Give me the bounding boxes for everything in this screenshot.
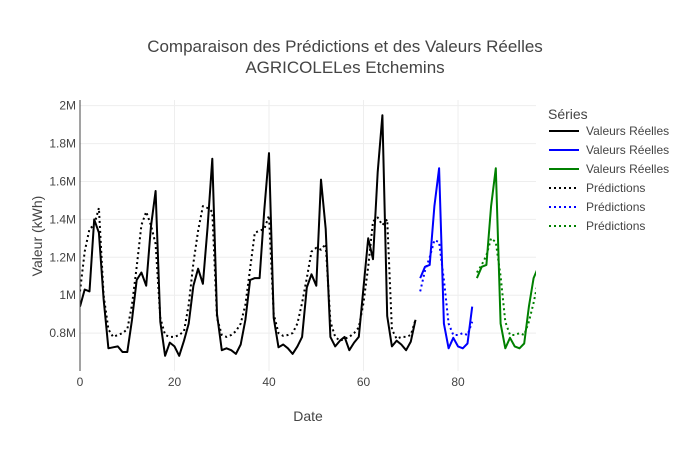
prediction-line-5 xyxy=(476,237,536,336)
legend-item[interactable]: Prédictions xyxy=(549,200,645,214)
legend-item[interactable]: Prédictions xyxy=(549,181,645,195)
legend-item[interactable]: Valeurs Réelles xyxy=(549,143,669,157)
legend-label: Valeurs Réelles xyxy=(586,162,669,176)
x-tick-label: 20 xyxy=(168,375,182,389)
legend-label: Valeurs Réelles xyxy=(586,124,669,138)
legend-item[interactable]: Prédictions xyxy=(549,219,645,233)
y-axis-title: Valeur (kWh) xyxy=(29,196,45,277)
legend-label: Prédictions xyxy=(586,181,645,195)
legend-title: Séries xyxy=(548,106,588,122)
prediction-line-3 xyxy=(80,205,417,342)
y-tick-label: 0.8M xyxy=(49,326,76,340)
chart-title-line-1: Comparaison des Prédictions et des Valeu… xyxy=(147,37,543,56)
prediction-line-4 xyxy=(419,239,474,336)
y-tick-label: 2M xyxy=(59,99,76,113)
legend-label: Prédictions xyxy=(586,219,645,233)
x-axis-ticks: 0 20 40 60 80 xyxy=(77,375,465,389)
y-tick-label: 1.6M xyxy=(49,174,76,188)
legend-item[interactable]: Valeurs Réelles xyxy=(549,124,669,138)
chart-title-line-2: AGRICOLELes Etchemins xyxy=(245,58,444,77)
gridlines xyxy=(80,100,536,371)
plot-series xyxy=(80,114,536,357)
actual-line-0 xyxy=(80,114,417,357)
x-tick-label: 60 xyxy=(357,375,371,389)
legend-items[interactable]: Valeurs Réelles Valeurs Réelles Valeurs Ré… xyxy=(549,124,669,233)
y-tick-label: 1.2M xyxy=(49,250,76,264)
legend-label: Valeurs Réelles xyxy=(586,143,669,157)
legend-label: Prédictions xyxy=(586,200,645,214)
x-tick-label: 40 xyxy=(262,375,276,389)
actual-line-1 xyxy=(419,167,474,350)
x-axis-title: Date xyxy=(293,408,323,424)
actual-line-2 xyxy=(475,167,536,350)
y-axis-ticks: 0.8M 1M 1.2M 1.4M 1.6M 1.8M 2M xyxy=(49,99,76,340)
legend-item[interactable]: Valeurs Réelles xyxy=(549,162,669,176)
y-tick-label: 1.4M xyxy=(49,212,76,226)
y-tick-label: 1M xyxy=(59,288,76,302)
x-tick-label: 80 xyxy=(451,375,465,389)
x-tick-label: 0 xyxy=(77,375,84,389)
y-tick-label: 1.8M xyxy=(49,137,76,151)
